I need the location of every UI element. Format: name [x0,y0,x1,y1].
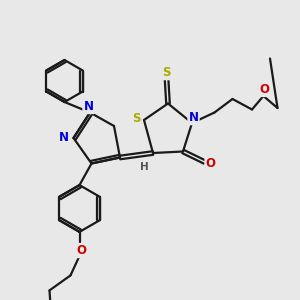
Text: H: H [140,162,148,172]
Text: N: N [188,111,199,124]
Text: S: S [132,112,141,125]
Text: O: O [259,83,269,96]
Text: N: N [83,100,94,113]
Text: S: S [162,66,171,79]
Text: O: O [206,157,216,170]
Text: N: N [59,131,69,144]
Text: O: O [76,244,86,257]
